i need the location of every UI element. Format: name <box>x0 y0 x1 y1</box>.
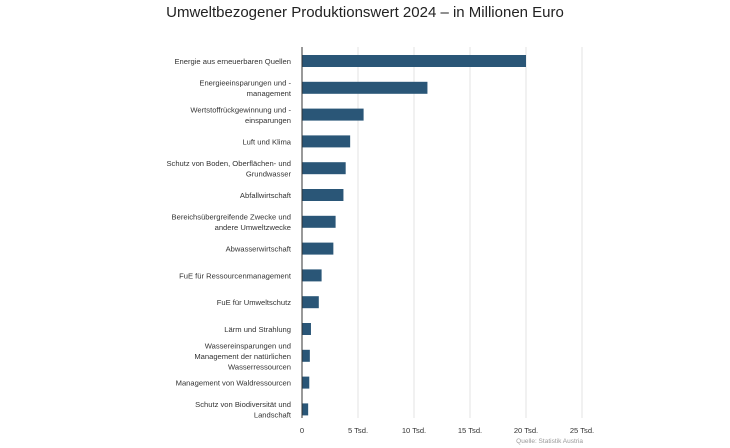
category-label: Bereichsübergreifende Zwecke und andere U… <box>172 213 291 233</box>
bar <box>302 189 344 201</box>
bar <box>302 269 322 282</box>
category-label: Management von Waldressourcen <box>176 379 291 388</box>
category-label: Schutz von Boden, Oberflächen- und Grundw… <box>166 159 291 179</box>
bar <box>302 296 319 309</box>
category-label: Energieeinsparungen und -management <box>199 79 292 99</box>
bar <box>302 108 364 121</box>
bar <box>302 135 351 148</box>
chart-title: Umweltbezogener Produktionswert 2024 – i… <box>166 4 564 21</box>
bar <box>302 242 334 255</box>
bar <box>302 215 336 228</box>
category-label: Energie aus erneuerbaren Quellen <box>174 57 291 66</box>
x-tick-label: 0 <box>300 426 304 435</box>
source-note: Quelle: Statistik Austria <box>516 438 583 445</box>
x-tick-label: 20 Tsd. <box>514 426 538 435</box>
category-label: FuE für Umweltschutz <box>217 298 291 307</box>
x-tick-label: 15 Tsd. <box>458 426 482 435</box>
category-label: Wertstoffrückgewinnung und -einsparungen <box>190 105 291 125</box>
bar <box>302 162 346 175</box>
category-label: Luft und Klima <box>242 137 291 146</box>
x-tick-label: 5 Tsd. <box>348 426 368 435</box>
category-label: FuE für Ressourcenmanagement <box>179 271 292 280</box>
category-label: Abfallwirtschaft <box>240 191 292 200</box>
bar <box>302 403 309 416</box>
category-label: Abwasserwirtschaft <box>226 245 292 254</box>
bar <box>302 81 428 94</box>
x-tick-label: 10 Tsd. <box>402 426 426 435</box>
bar <box>302 349 310 362</box>
bar <box>302 376 310 389</box>
category-label: Schutz von Biodiversität und Landschaft <box>195 400 292 420</box>
category-label: Lärm und Strahlung <box>224 325 291 334</box>
category-label: Wassereinsparungen und Management der nat… <box>194 341 291 371</box>
bar <box>302 55 526 67</box>
x-tick-label: 25 Tsd. <box>570 426 594 435</box>
bar <box>302 323 311 335</box>
